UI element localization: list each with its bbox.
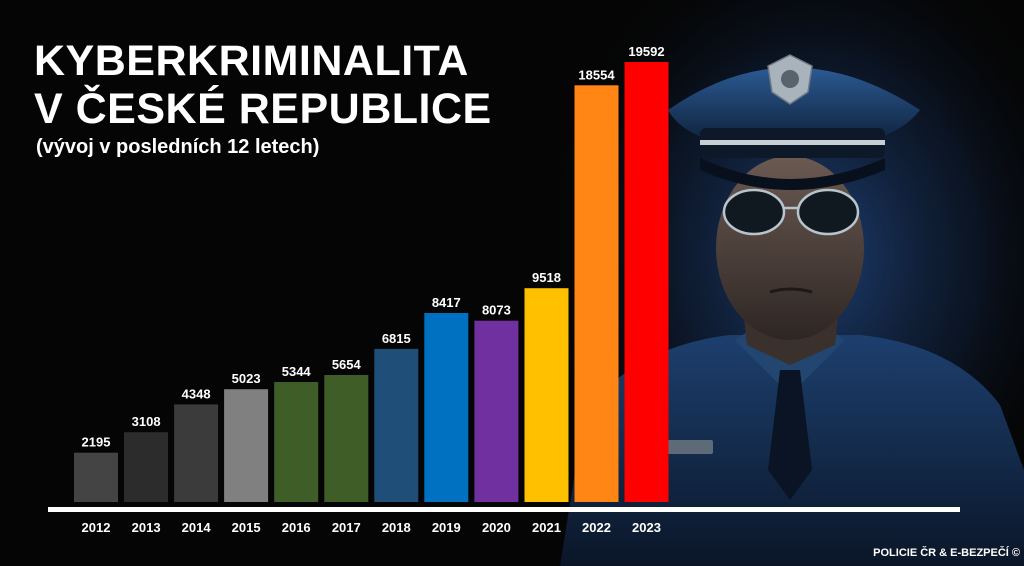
bar-2014 [174, 404, 219, 502]
value-label-2014: 4348 [182, 386, 211, 401]
x-tick-label-2022: 2022 [582, 520, 611, 535]
value-label-2021: 9518 [532, 270, 561, 285]
x-tick-label-2016: 2016 [282, 520, 311, 535]
bar-2017 [324, 375, 369, 502]
bar-2021 [524, 288, 569, 502]
bar-2013 [124, 432, 168, 502]
page-title-line-2: V ČESKÉ REPUBLICE [34, 85, 492, 133]
bar-2018 [374, 348, 419, 502]
x-tick-label-2019: 2019 [432, 520, 461, 535]
x-axis-line [48, 507, 960, 512]
page-title-line-1: KYBERKRIMINALITA [34, 37, 469, 85]
value-label-2023: 19592 [628, 44, 664, 59]
value-label-2013: 3108 [132, 414, 161, 429]
chart-subtitle: (vývoj v posledních 12 letech) [36, 136, 320, 158]
x-tick-label-2017: 2017 [332, 520, 361, 535]
bar-2022 [574, 85, 619, 503]
bar-2023 [624, 62, 669, 502]
value-label-2015: 5023 [232, 371, 261, 386]
x-tick-label-2013: 2013 [132, 520, 161, 535]
x-tick-label-2014: 2014 [182, 520, 212, 535]
x-tick-label-2015: 2015 [232, 520, 261, 535]
bar-2020 [474, 320, 519, 502]
bars-group [74, 62, 669, 503]
value-label-2017: 5654 [332, 357, 362, 372]
value-label-2012: 2195 [82, 435, 111, 450]
value-labels-group: 2195 3108 4348 5023 5344 5654 6815 8417 8073 9518… [82, 44, 665, 450]
x-tick-label-2020: 2020 [482, 520, 511, 535]
source-credit: POLICIE ČR & E-BEZPEČÍ © [873, 547, 1020, 559]
value-label-2020: 8073 [482, 303, 511, 318]
x-tick-label-2021: 2021 [532, 520, 561, 535]
bar-2015 [224, 389, 269, 502]
bar-2016 [274, 382, 319, 502]
bar-2012 [74, 452, 118, 502]
value-label-2016: 5344 [282, 364, 312, 379]
x-tick-label-2012: 2012 [82, 520, 111, 535]
value-label-2018: 6815 [382, 331, 411, 346]
bar-2019 [424, 313, 469, 502]
value-label-2019: 8417 [432, 295, 461, 310]
value-label-2022: 18554 [578, 67, 615, 82]
x-tick-labels-group: 2012 2013 2014 2015 2016 2017 2018 2019 2020 2021… [82, 520, 661, 535]
x-tick-label-2018: 2018 [382, 520, 411, 535]
x-tick-label-2023: 2023 [632, 520, 661, 535]
